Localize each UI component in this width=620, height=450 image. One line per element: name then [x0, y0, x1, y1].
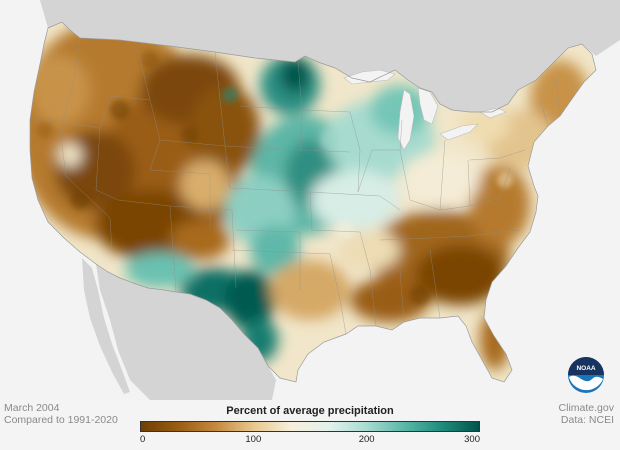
lake-erie [439, 123, 479, 141]
source-credit: Climate.gov [558, 402, 614, 414]
legend-tick-label: 100 [245, 434, 262, 445]
lake-huron [417, 87, 439, 125]
precipitation-map: NOAA [0, 0, 620, 400]
lake-michigan [397, 89, 415, 151]
lake-superior [343, 69, 396, 85]
legend-tick-label: 200 [358, 434, 375, 445]
map-caption: March 2004 Compared to 1991-2020 [4, 402, 118, 426]
baseline-period: Compared to 1991-2020 [4, 414, 118, 426]
legend-colorbar [140, 421, 480, 432]
mexico-landmass [96, 264, 276, 400]
us-outline [29, 21, 597, 383]
noaa-logo: NOAA [568, 357, 604, 393]
canada-landmass [0, 0, 620, 112]
state-boundaries [35, 37, 561, 335]
precipitation-field [30, 22, 596, 382]
lake-ontario [479, 107, 507, 119]
great-lakes [343, 69, 507, 151]
legend-tick-label: 0 [140, 434, 146, 445]
baja-california [82, 258, 130, 394]
legend-title: Percent of average precipitation [226, 405, 394, 417]
legend-tick-label: 300 [464, 434, 480, 445]
noaa-logo-text: NOAA [576, 365, 595, 372]
map-credits: Climate.gov Data: NCEI [559, 402, 614, 426]
map-date: March 2004 [4, 402, 60, 414]
data-credit: Data: NCEI [560, 414, 614, 426]
